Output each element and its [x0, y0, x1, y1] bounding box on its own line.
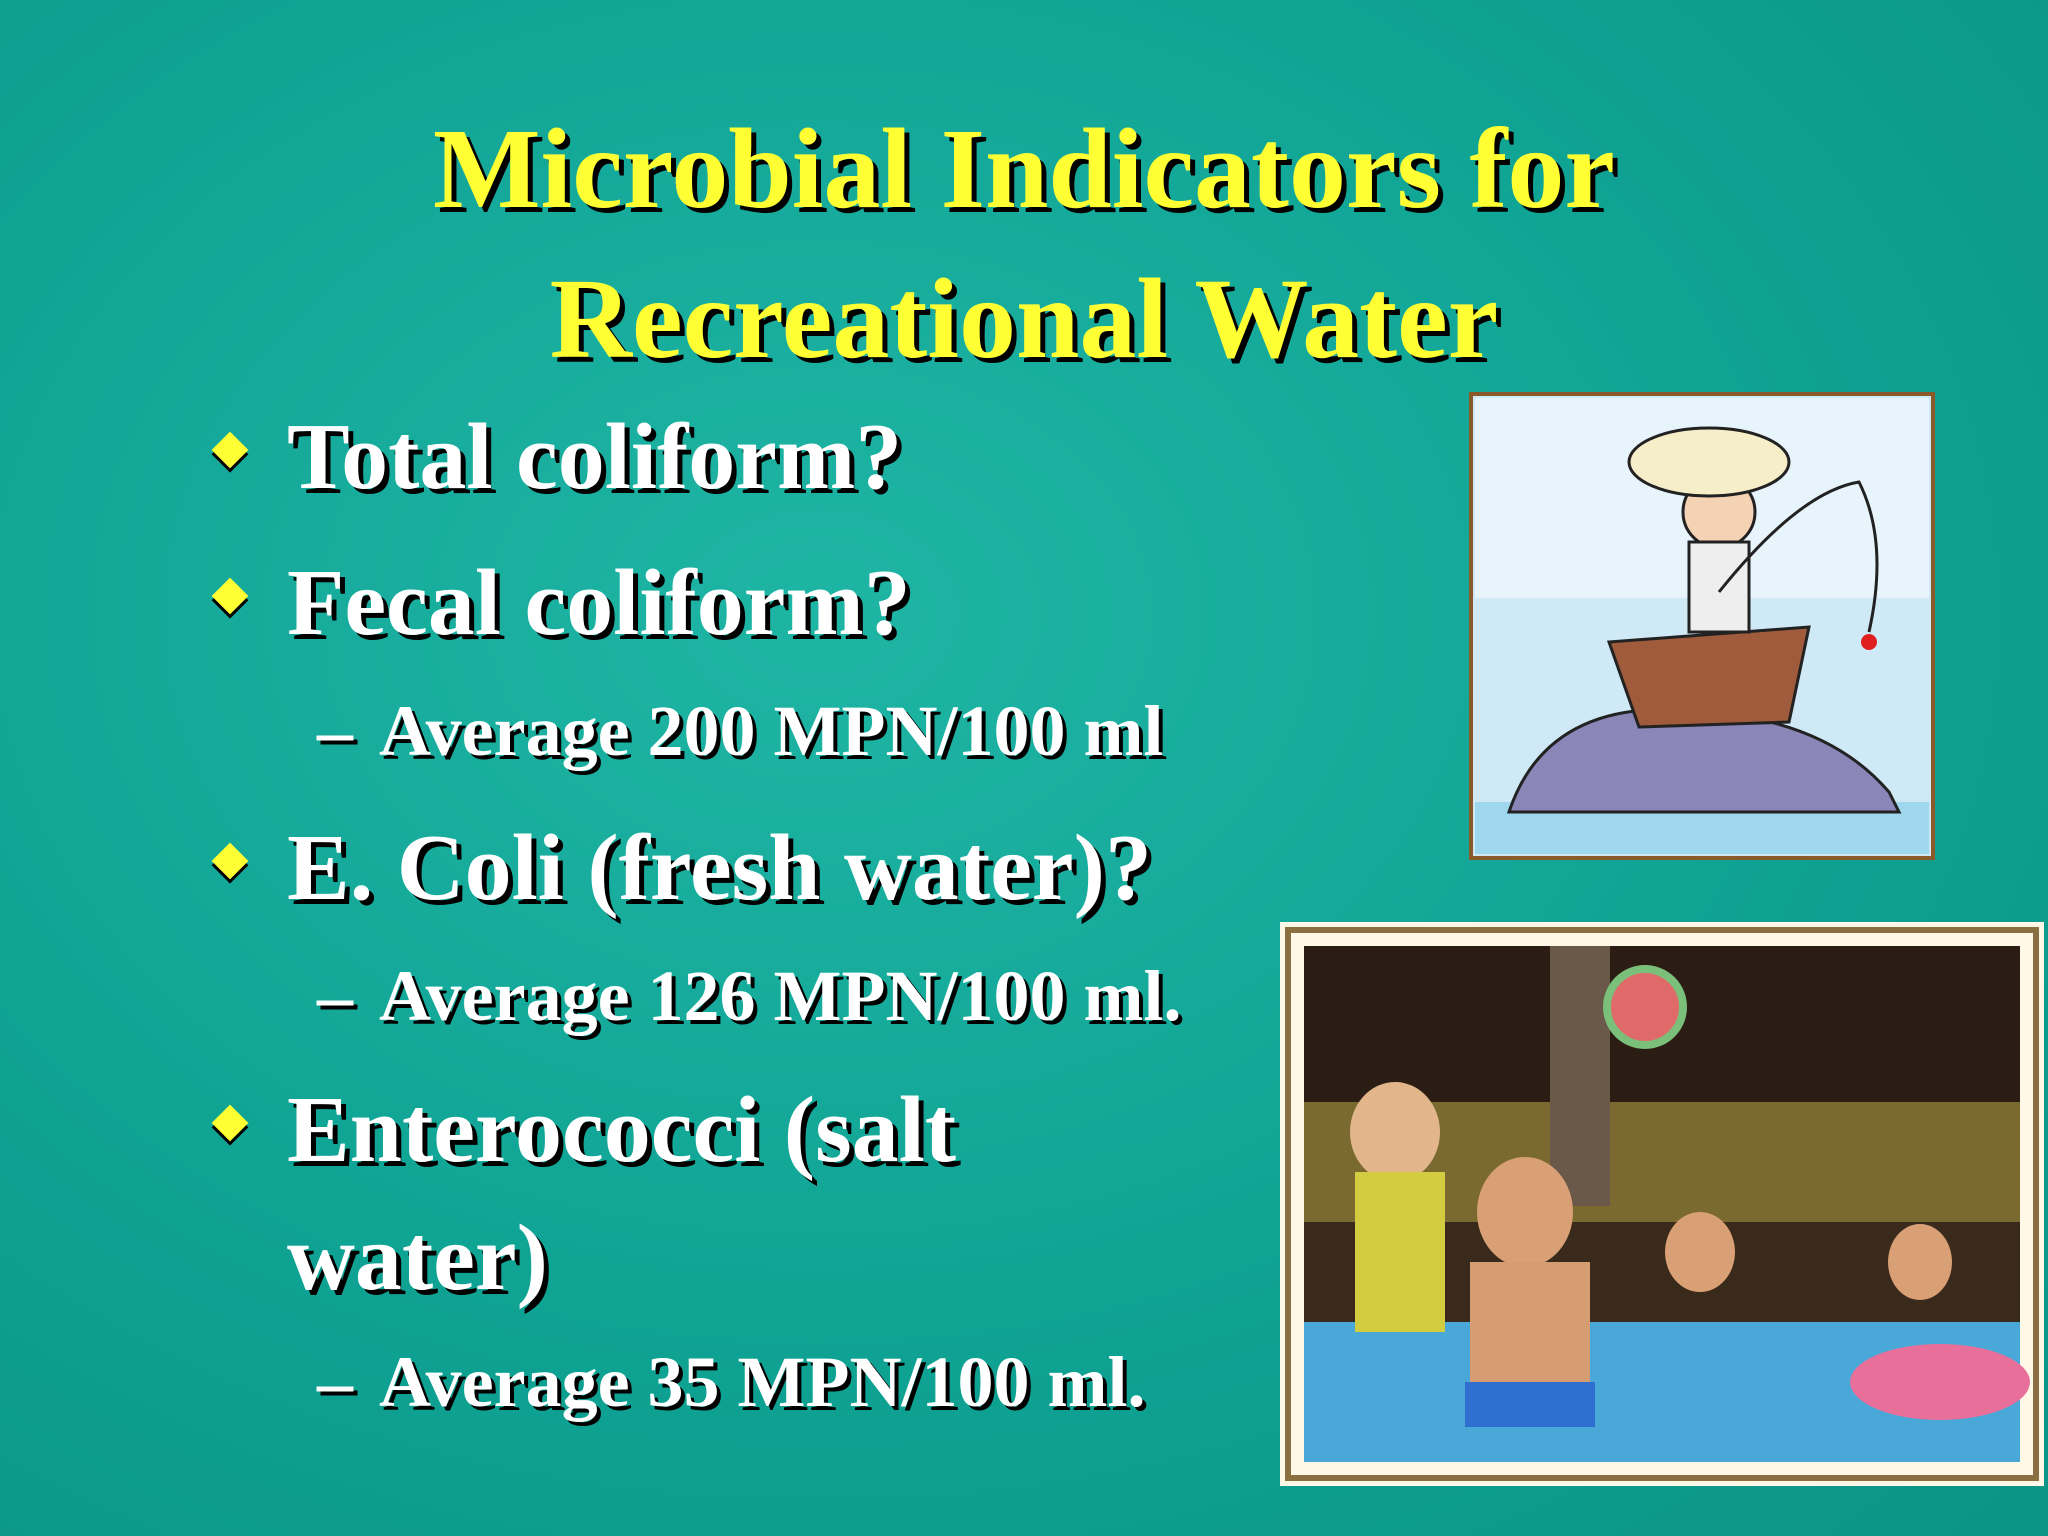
title-line: Microbial Indicators for	[432, 105, 1616, 232]
sub-bullet: Average 200 MPN/100 ml	[317, 695, 1163, 767]
bullet: Fecal coliform?	[287, 539, 911, 667]
bullet: Total coliform?	[287, 393, 902, 521]
pool-photo	[1280, 922, 2044, 1486]
sub-bullet: Average 126 MPN/100 ml.	[317, 960, 1181, 1032]
title-line: Recreational Water	[549, 255, 1499, 382]
fisherman-clipart	[1469, 392, 1935, 860]
sub-bullet: Average 35 MPN/100 ml.	[317, 1346, 1145, 1418]
bullet: E. Coli (fresh water)?	[287, 804, 1152, 932]
bullet: Enterococci (salt water)	[287, 1066, 1187, 1322]
